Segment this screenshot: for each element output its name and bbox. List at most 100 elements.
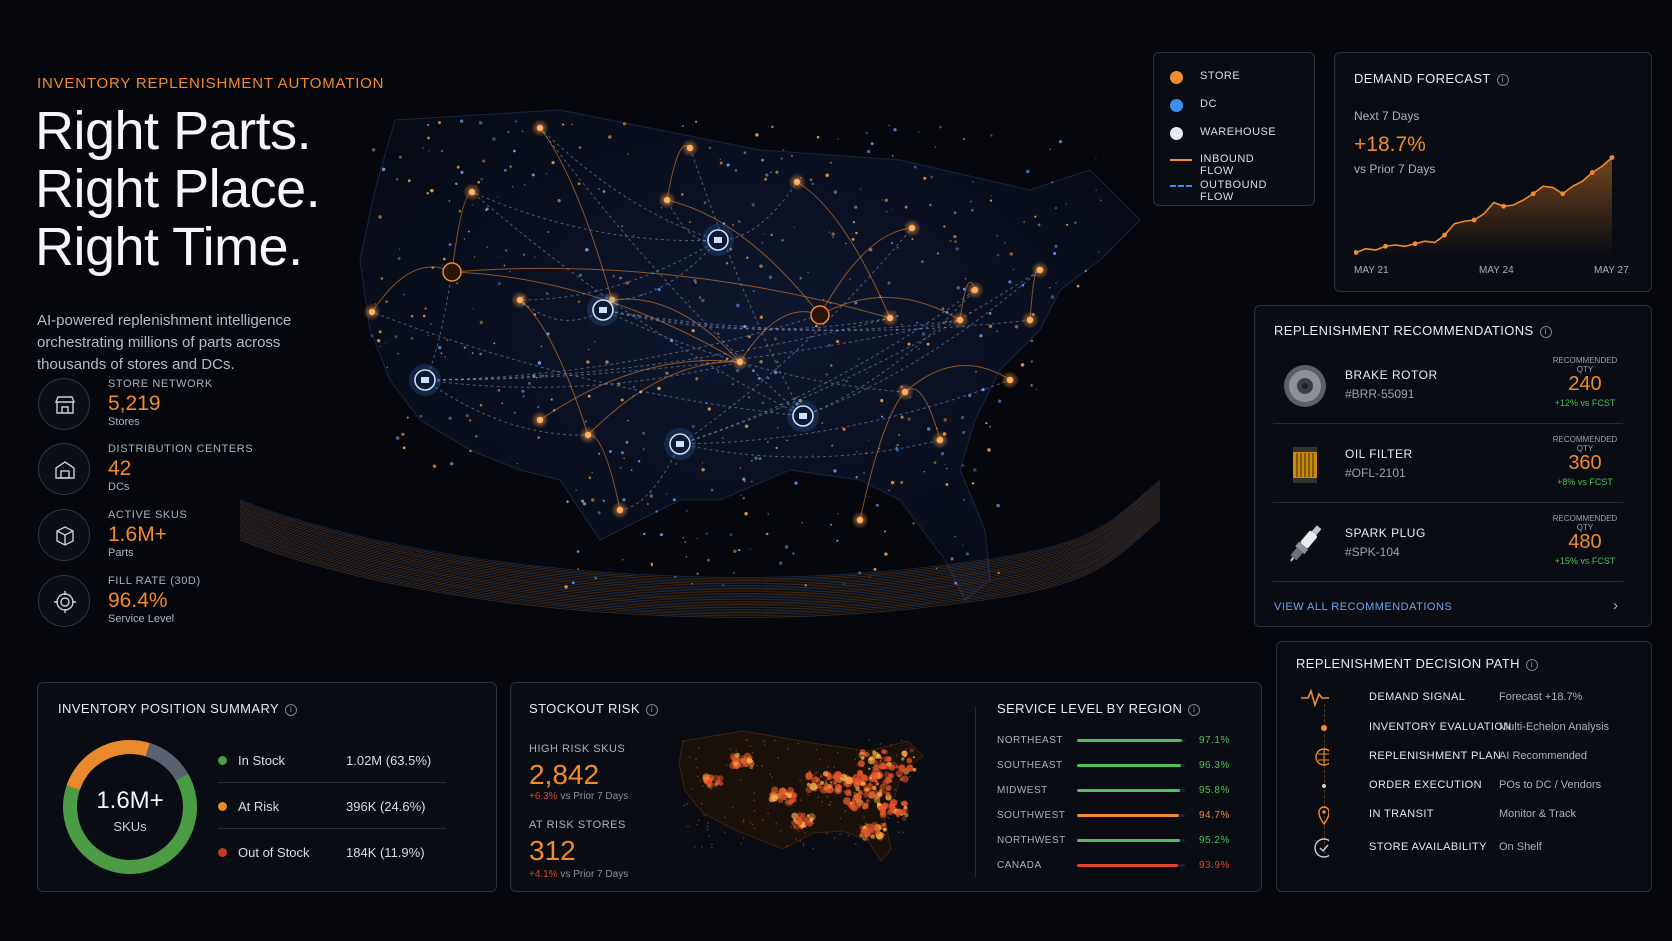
city-light [621, 225, 624, 228]
stockout-title: STOCKOUT RISK i [529, 701, 658, 716]
city-light [576, 550, 580, 553]
flow-streak [239, 495, 1161, 594]
city-light [633, 234, 635, 237]
heat-point [767, 812, 769, 815]
heat-point [898, 764, 906, 772]
service-bar-fill [1077, 764, 1181, 767]
city-light [537, 436, 540, 439]
forecast-point [1471, 217, 1477, 223]
info-icon[interactable]: i [1496, 74, 1509, 86]
city-light [971, 209, 974, 212]
recommendation-row[interactable]: SPARK PLUG #SPK-104 RECOMMENDED QTY 480 … [1273, 510, 1623, 582]
city-light [956, 285, 960, 290]
flow-streak [239, 516, 1161, 615]
city-light [597, 511, 601, 515]
chevron-right-icon[interactable]: › [1613, 597, 1618, 614]
city-light [891, 154, 894, 157]
city-light [594, 576, 597, 580]
city-light [739, 466, 742, 469]
city-light [1020, 363, 1025, 367]
city-light [566, 500, 569, 503]
city-light [884, 552, 888, 556]
donut-segment [63, 740, 197, 874]
city-light [684, 540, 687, 543]
city-light [537, 361, 542, 365]
recommendation-row[interactable]: BRAKE ROTOR #BRR-55091 RECOMMENDED QTY 2… [1273, 352, 1623, 424]
city-light [721, 437, 724, 440]
forecast-point [1354, 250, 1359, 255]
pulse-icon [1301, 688, 1329, 708]
city-light [705, 532, 708, 535]
city-light [430, 188, 434, 193]
city-light [744, 511, 748, 516]
city-light [504, 249, 508, 252]
info-icon[interactable]: i [285, 704, 298, 716]
city-light [801, 522, 803, 524]
city-light [722, 584, 724, 586]
heat-point [902, 831, 905, 834]
heat-point [771, 776, 773, 779]
outbound-flow [424, 314, 821, 381]
recommendation-row[interactable]: OIL FILTER #OFL-2101 RECOMMENDED QTY 360… [1273, 431, 1623, 503]
heat-point [790, 826, 793, 828]
city-light [963, 498, 966, 501]
heat-point [869, 776, 873, 780]
dc-hub-glyph [714, 237, 722, 243]
city-light [722, 222, 726, 225]
city-light [475, 435, 478, 438]
city-light [953, 235, 957, 239]
city-light [674, 575, 677, 578]
rec-sku: #OFL-2101 [1345, 466, 1406, 480]
heat-point [862, 835, 868, 841]
rec-qty: 360 [1568, 452, 1602, 474]
heat-point [888, 803, 893, 808]
city-light [975, 370, 977, 373]
heat-point [749, 765, 754, 769]
city-light [370, 334, 374, 338]
inventory-summary-panel: INVENTORY POSITION SUMMARY i 1.6M+ SKUs I… [37, 682, 497, 892]
heat-point [807, 793, 809, 796]
city-light [485, 209, 488, 212]
city-light [708, 146, 712, 150]
heat-point [710, 846, 713, 849]
heat-point [854, 758, 857, 761]
info-icon[interactable]: i [1188, 704, 1201, 716]
heat-point [901, 753, 904, 756]
city-light [729, 247, 733, 251]
city-light [691, 583, 693, 585]
city-light [650, 563, 654, 567]
heat-point [761, 819, 764, 822]
map-legend: STORE DC WAREHOUSE INBOUND FLOW OUTBOUND… [1153, 52, 1315, 206]
heat-point [833, 781, 837, 785]
heat-point [832, 774, 838, 780]
city-light [1065, 202, 1067, 205]
city-light [822, 298, 825, 301]
view-all-recommendations-link[interactable]: VIEW ALL RECOMMENDATIONS [1274, 601, 1453, 613]
city-light [754, 456, 758, 460]
city-light [432, 464, 437, 468]
city-light [545, 172, 548, 175]
city-light [406, 416, 409, 419]
stockout-service-panel: STOCKOUT RISK i HIGH RISK SKUS 2,842 +6.3… [510, 682, 1262, 892]
heat-point [844, 789, 852, 796]
city-light [986, 448, 990, 451]
city-light [916, 321, 918, 324]
headline-line-2: Right Place. [35, 159, 321, 219]
city-light [1051, 181, 1054, 184]
city-light [763, 233, 765, 235]
heat-point [690, 788, 693, 790]
city-light [446, 339, 449, 342]
heat-point [811, 776, 819, 784]
box-icon [38, 509, 90, 561]
heat-point [769, 773, 771, 776]
heat-point [785, 792, 788, 795]
heat-point [842, 782, 844, 785]
heat-point [762, 740, 765, 743]
city-light [852, 221, 856, 224]
city-light [1030, 339, 1034, 343]
info-icon[interactable]: i [645, 704, 658, 716]
flow-streak [239, 506, 1161, 605]
city-light [617, 382, 621, 386]
info-icon[interactable]: i [1539, 326, 1552, 338]
info-icon[interactable]: i [1525, 659, 1538, 671]
